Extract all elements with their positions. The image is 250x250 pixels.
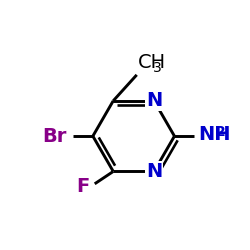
Text: N: N xyxy=(146,91,162,110)
Text: 3: 3 xyxy=(153,61,162,75)
Text: CH: CH xyxy=(138,53,166,72)
Text: 2: 2 xyxy=(216,125,226,139)
Text: Br: Br xyxy=(42,126,66,146)
Text: N: N xyxy=(146,162,162,181)
Text: F: F xyxy=(76,177,89,196)
Text: NH: NH xyxy=(198,126,230,144)
